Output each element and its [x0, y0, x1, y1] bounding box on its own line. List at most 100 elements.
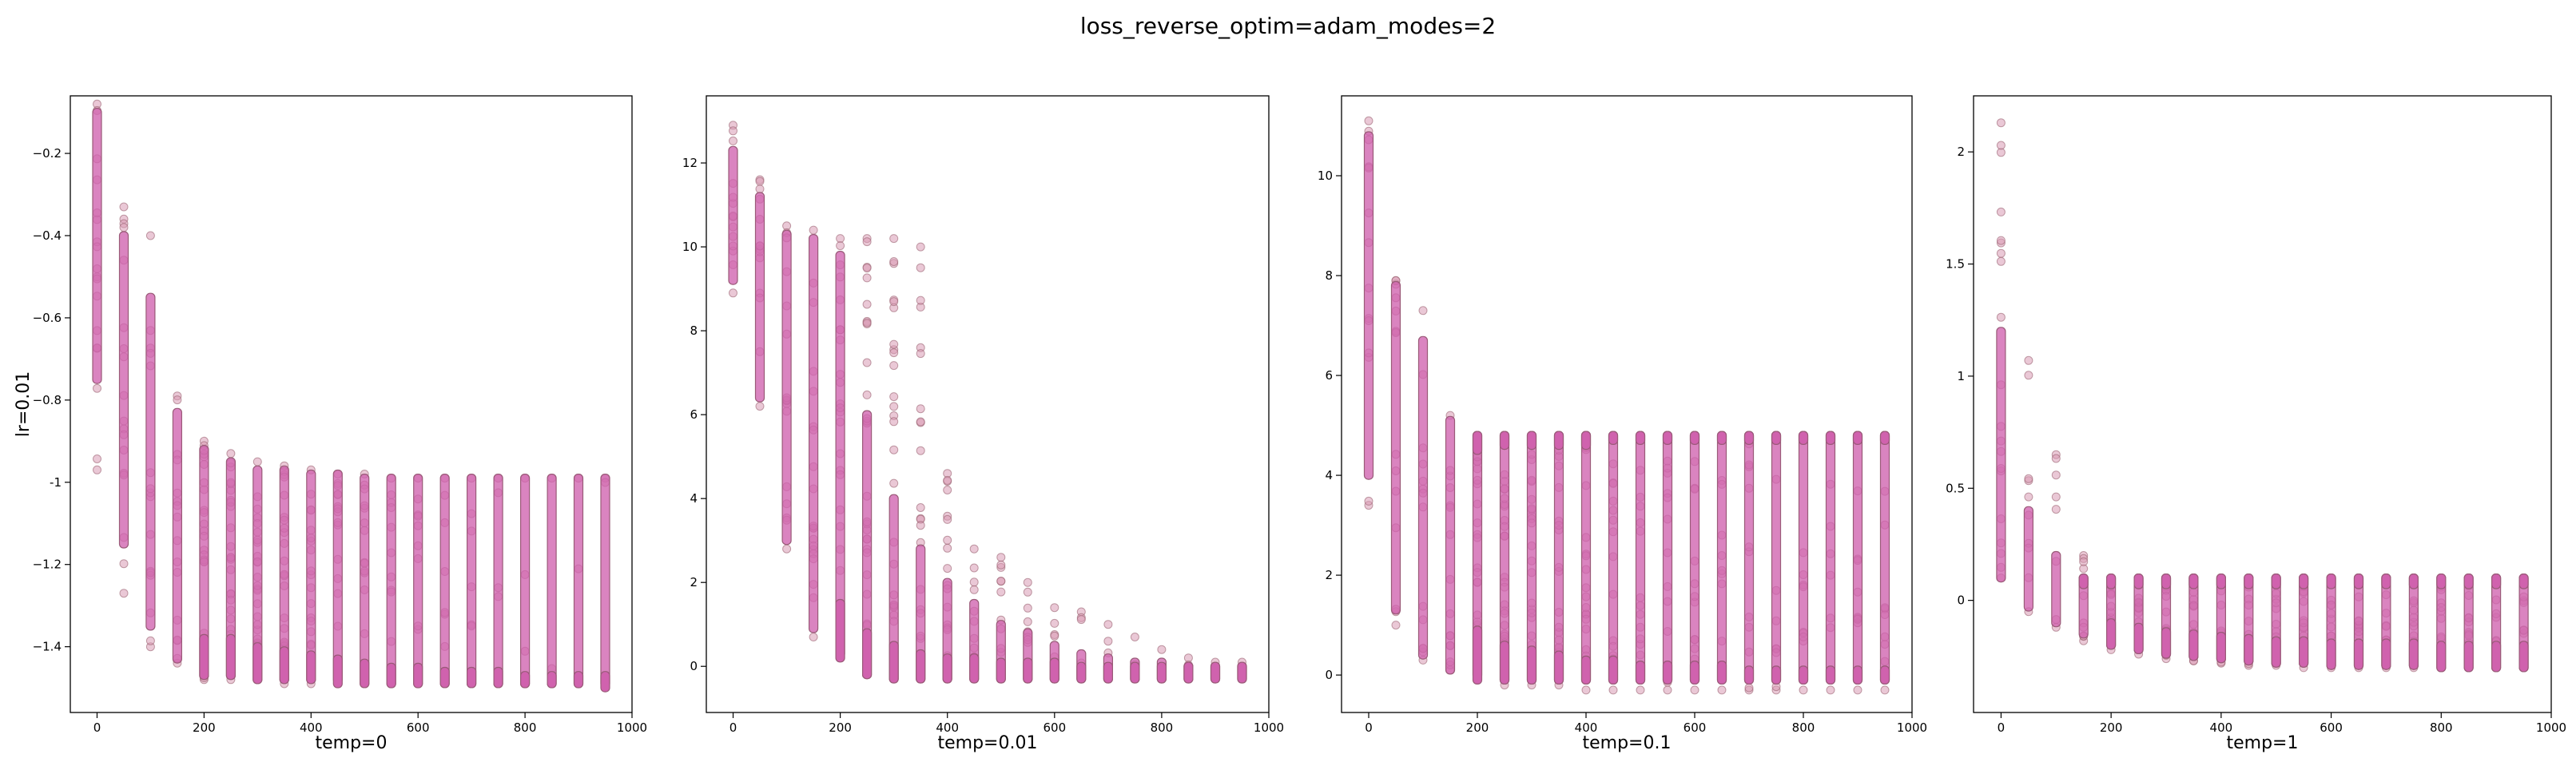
point-cluster [573, 671, 584, 689]
scatter-points [92, 99, 610, 693]
scatter-point [969, 544, 979, 554]
point-cluster [1103, 661, 1114, 684]
dense-point-column [600, 473, 610, 689]
axes-frame [70, 95, 633, 713]
point-cluster [2326, 573, 2336, 589]
point-cluster [1635, 660, 1646, 685]
dense-point-column [1716, 431, 1727, 685]
y-ticks: 0 0.5 1 1.5 2 [1946, 145, 1974, 608]
y-tick-label: 4 [1325, 468, 1333, 482]
point-cluster [1553, 650, 1564, 685]
scatter-point [1130, 633, 1139, 641]
x-tick-label: 0 [1365, 720, 1373, 735]
scatter-point [809, 633, 818, 641]
point-cluster [1608, 655, 1619, 685]
scatter-point [755, 402, 765, 411]
point-cluster [2161, 573, 2172, 589]
scatter-point [93, 454, 101, 463]
dense-point-column [1825, 431, 1836, 685]
scatter-point [916, 446, 925, 455]
scatter-point [916, 296, 925, 305]
y-ticks: 0 2 4 6 8 10 [1318, 169, 1342, 682]
point-cluster [252, 642, 263, 685]
point-cluster [360, 658, 370, 689]
point-cluster [2244, 573, 2254, 589]
scatter-point [145, 636, 155, 645]
point-cluster [413, 662, 423, 689]
y-axis-label: lr=0.01 [14, 371, 34, 438]
x-tick-label: 0 [1998, 720, 2006, 735]
point-cluster [2436, 573, 2447, 589]
scatter-point [916, 404, 925, 414]
scatter-point [889, 417, 899, 427]
point-cluster [1156, 661, 1167, 684]
scatter-point [2051, 505, 2061, 514]
point-cluster [2381, 638, 2391, 670]
point-cluster [2188, 629, 2199, 661]
y-tick-label: 2 [1957, 145, 1965, 159]
point-cluster [386, 662, 396, 689]
scatter-point [1050, 631, 1059, 641]
point-cluster [519, 671, 531, 689]
scatter-point [173, 395, 182, 405]
scatter-point [996, 553, 1006, 562]
point-cluster [2491, 641, 2502, 673]
scatter-point [943, 486, 952, 494]
y-tick-label: −1.2 [33, 558, 62, 572]
scatter-points [728, 121, 1247, 684]
x-tick-label: 800 [1792, 720, 1815, 735]
point-cluster [2133, 573, 2144, 589]
dense-point-column [145, 292, 156, 631]
point-cluster [1743, 665, 1755, 685]
point-cluster [996, 657, 1006, 684]
scatter-point [1880, 685, 1890, 695]
scatter-point [996, 560, 1006, 570]
dense-point-column [1662, 431, 1673, 685]
x-tick-label: 200 [2100, 720, 2123, 735]
scatter-point [1853, 685, 1862, 695]
y-tick-label: 0 [1325, 668, 1333, 682]
point-cluster [2216, 631, 2226, 664]
dense-point-column [1996, 327, 2006, 583]
dense-point-column [547, 473, 557, 689]
scatter-point [1050, 618, 1059, 628]
scatter-point [996, 577, 1006, 585]
point-cluster [2188, 573, 2199, 589]
scatter-point [1744, 683, 1754, 693]
dense-point-column [808, 234, 819, 633]
point-cluster [1608, 431, 1619, 445]
y-tick-label: 0 [690, 659, 698, 673]
scatter-point [1717, 685, 1727, 695]
dense-point-column [1798, 431, 1809, 685]
scatter-point [1418, 306, 1428, 316]
dense-point-column [1390, 280, 1401, 615]
scatter-point [916, 263, 925, 272]
point-cluster [969, 653, 980, 684]
scatter-point [755, 177, 765, 186]
scatter-point [943, 564, 952, 574]
point-cluster [600, 671, 610, 693]
x-axis-label: temp=0.1 [1583, 733, 1672, 753]
point-cluster [2408, 638, 2419, 670]
scatter-point [1581, 685, 1591, 695]
dense-point-column [493, 473, 503, 689]
point-cluster [1526, 431, 1537, 450]
point-cluster [2518, 641, 2529, 673]
subplot-temp-1: 0 200 400 600 800 1000 0 0.5 1 1.5 2 temp=1 [1946, 95, 2566, 753]
scatter-point [889, 257, 899, 266]
point-cluster [861, 628, 873, 680]
point-cluster [466, 666, 477, 689]
scatter-point [862, 390, 872, 399]
point-cluster [1580, 431, 1592, 450]
scatter-point [862, 358, 872, 367]
scatter-point [729, 126, 737, 136]
scatter-point [943, 514, 952, 524]
point-cluster [2326, 638, 2336, 670]
point-cluster [1130, 661, 1140, 684]
x-tick-label: 800 [2430, 720, 2453, 735]
scatter-point [1364, 496, 1373, 506]
y-tick-label: 0 [1957, 593, 1965, 608]
point-cluster [1472, 431, 1483, 455]
scatter-point [836, 241, 845, 251]
scatter-point [782, 544, 792, 554]
